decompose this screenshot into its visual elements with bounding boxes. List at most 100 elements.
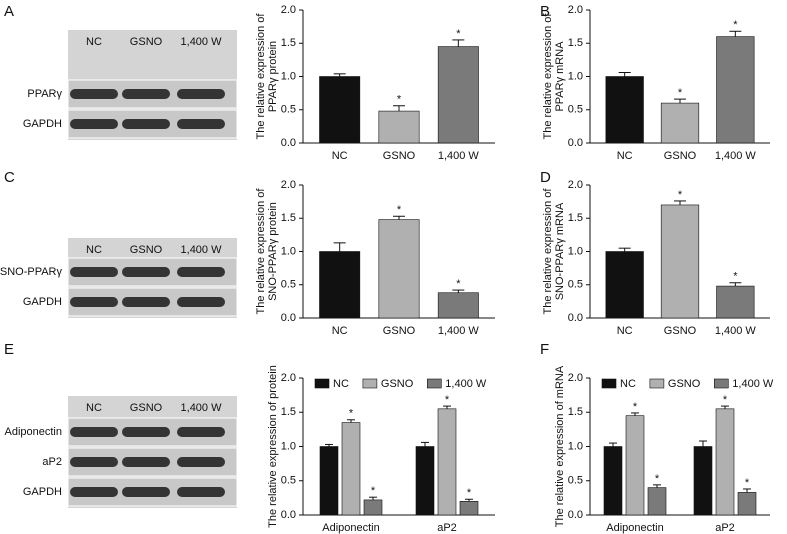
y-tick-label: 0.0 [281,509,296,521]
y-tick-label: 0.5 [281,279,296,291]
y-tick-label: 1.5 [568,212,583,224]
bar [715,408,735,516]
blot-band [122,297,170,307]
y-tick-label: 0.5 [568,475,583,487]
y-tick-label: 0.5 [568,279,583,291]
significance-marker: * [678,189,683,201]
blot-band [122,457,170,467]
y-tick-label: 2.0 [568,372,583,384]
row-label: GAPDH [23,118,62,130]
significance-marker: * [633,401,638,413]
lane-label: GSNO [130,244,163,256]
bar [660,204,700,319]
blot-band [177,267,225,277]
y-tick-label: 1.5 [281,37,296,49]
bar [716,36,755,144]
blot-band [70,457,118,467]
x-tick-label: GSNO [383,150,416,162]
bar [378,110,420,144]
y-axis-label: PPARγ protein [267,41,279,112]
significance-marker: * [723,394,728,406]
significance-marker: * [397,94,402,106]
x-tick-label: 1,400 W [438,150,480,162]
x-tick-label: GSNO [383,325,416,337]
x-tick-label: aP2 [437,522,457,534]
y-tick-label: 1.0 [281,245,296,257]
y-tick-label: 0.5 [568,104,583,116]
bar [415,446,435,516]
significance-marker: * [678,87,683,99]
bar [319,446,339,516]
x-tick-label: NC [332,150,348,162]
blot-band [177,457,225,467]
significance-marker: * [733,271,738,283]
x-tick-label: GSNO [664,150,697,162]
lane-label: GSNO [130,36,163,48]
legend-swatch [649,378,665,389]
bar [363,499,383,516]
bar [716,285,755,319]
bar [341,422,361,516]
x-tick-label: GSNO [664,325,697,337]
legend-swatch [713,378,729,389]
y-tick-label: 1.0 [568,245,583,257]
y-tick-label: 2.0 [281,4,296,16]
bar [319,251,361,319]
lane-label: GSNO [130,402,163,414]
blot-band [70,119,118,129]
y-tick-label: 0.0 [281,312,296,324]
x-tick-label: NC [332,325,348,337]
blot-band [177,119,225,129]
y-axis-label: The relative expression of mRNA [554,365,566,527]
legend-swatch [314,378,330,389]
blot-band [122,427,170,437]
y-tick-label: 1.5 [281,406,296,418]
bar [605,76,644,144]
y-tick-label: 1.5 [281,212,296,224]
bar [603,446,623,516]
lane-label: 1,400 W [181,244,223,256]
legend-label: 1,400 W [732,378,774,390]
row-label: GAPDH [23,296,62,308]
lane-label: NC [86,36,102,48]
y-tick-label: 1.0 [568,440,583,452]
significance-marker: * [456,28,461,40]
y-tick-label: 1.0 [568,70,583,82]
blot-band [70,487,118,497]
legend-swatch [601,378,617,389]
bar [737,492,757,516]
significance-marker: * [733,19,738,31]
y-axis-label: The relative expression of [542,13,554,140]
x-tick-label: 1,400 W [715,325,757,337]
x-tick-label: aP2 [715,522,735,534]
bar [459,500,479,516]
x-tick-label: Adiponectin [322,522,380,534]
significance-marker: * [445,394,450,406]
blot-band [122,267,170,277]
legend-swatch [426,378,442,389]
blot-band [70,427,118,437]
x-tick-label: 1,400 W [438,325,480,337]
lane-label: NC [86,402,102,414]
blot-band [177,89,225,99]
significance-marker: * [745,477,750,489]
panel-letter: C [4,169,15,186]
y-axis-label: The relative expression of [255,13,267,140]
y-tick-label: 0.0 [568,137,583,149]
y-axis-label: The relative expression of [542,188,554,315]
significance-marker: * [655,473,660,485]
significance-marker: * [371,485,376,497]
lane-label: 1,400 W [181,402,223,414]
y-tick-label: 2.0 [568,4,583,16]
y-tick-label: 1.0 [281,440,296,452]
y-axis-label: SNO-PPARγ protein [267,202,279,301]
lane-label: 1,400 W [181,36,223,48]
panel-letter: E [4,341,14,358]
panel-letter: B [540,3,550,20]
blot-band [122,89,170,99]
blot-band [122,487,170,497]
y-axis-label: The relative expression of [255,188,267,315]
bar [660,102,700,144]
panel-letter: D [540,169,551,186]
